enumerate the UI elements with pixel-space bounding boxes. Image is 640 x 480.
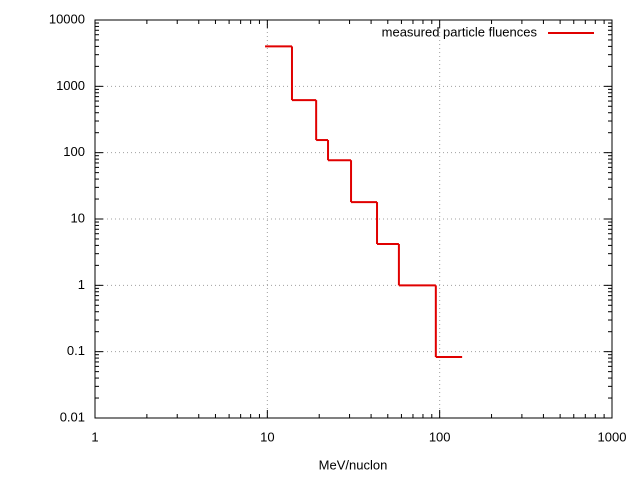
y-tick-label: 0.01 [60,409,85,424]
y-tick-label: 1000 [56,78,85,93]
x-tick-label: 100 [429,429,451,444]
x-tick-label: 1000 [598,429,627,444]
plot-frame [94,19,613,419]
legend-label: measured particle fluences [382,24,538,39]
x-tick-label: 1 [91,429,98,444]
y-tick-label: 100 [63,144,85,159]
y-tick-label: 10000 [49,11,85,26]
x-axis-label: MeV/nuclon [319,457,388,472]
y-tick-label: 0.1 [67,343,85,358]
y-tick-label: 10 [71,210,85,225]
x-tick-label: 10 [260,429,274,444]
y-tick-label: 1 [78,277,85,292]
